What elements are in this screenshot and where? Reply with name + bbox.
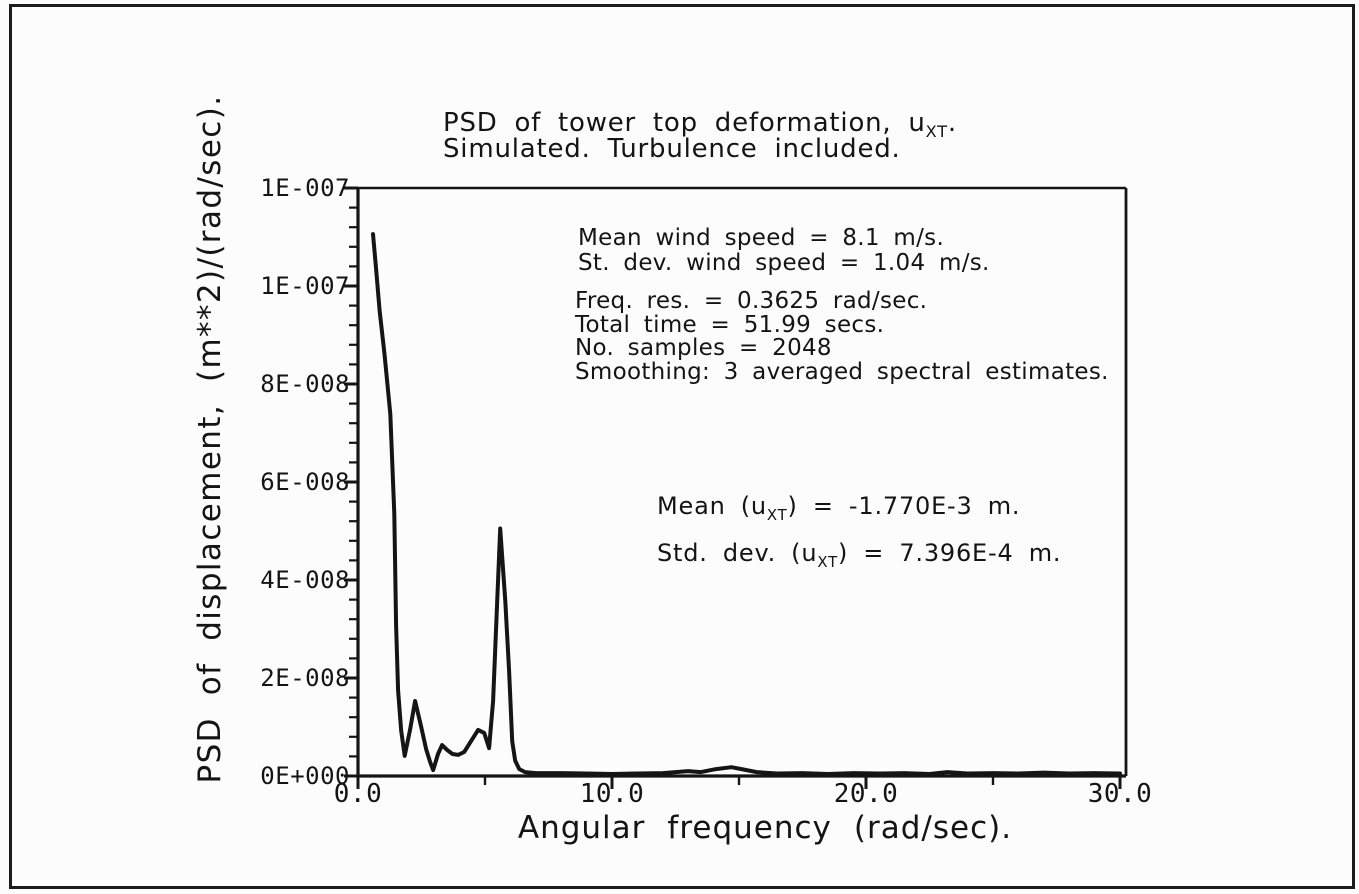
x-tick-label: 0.0 (333, 779, 383, 809)
wind-speed-annotation: Mean wind speed = 8.1 m/s. St. dev. wind… (578, 226, 990, 276)
y-tick-label: 4E-008 (260, 566, 350, 594)
mean-displacement-pre: Mean (u (657, 492, 767, 520)
x-tick-label: 10.0 (579, 779, 645, 809)
smoothing-text: Smoothing: 3 averaged spectral estimates… (575, 358, 1109, 385)
mean-displacement-post: ) = -1.770E-3 m. (787, 492, 1021, 520)
y-axis-title: PSD of displacement, (m**2)/(rad/sec). (192, 94, 228, 784)
x-tick-label: 20.0 (833, 779, 899, 809)
mean-wind-speed-text: Mean wind speed = 8.1 m/s. (578, 225, 945, 251)
page-border (9, 4, 1355, 889)
stdev-displacement-post: ) = 7.396E-4 m. (837, 539, 1062, 567)
y-tick-label: 2E-008 (260, 664, 350, 692)
y-tick-label: 6E-008 (260, 468, 350, 496)
y-tick-label: 1E-007 (260, 174, 350, 202)
freq-res-text: Freq. res. = 0.3625 rad/sec. (575, 288, 928, 314)
stdev-displacement-text: Std. dev. (uXT) = 7.396E-4 m. (657, 539, 1062, 569)
x-axis-title: Angular frequency (rad/sec). (517, 810, 1013, 846)
chart-title-subscript: XT (925, 122, 948, 142)
mean-displacement-text: Mean (uXT) = -1.770E-3 m. (657, 492, 1021, 522)
stdev-displacement-subscript: XT (817, 552, 838, 571)
mean-displacement-subscript: XT (766, 505, 788, 524)
stdev-wind-speed-text: St. dev. wind speed = 1.04 m/s. (578, 250, 990, 276)
chart-title-line1-text: PSD of tower top deformation, u (443, 108, 926, 138)
y-tick-label: 1E-007 (260, 272, 350, 300)
processing-annotation: Freq. res. = 0.3625 rad/sec. Total time … (575, 288, 1109, 385)
total-time-text: Total time = 51.99 secs. (575, 311, 885, 338)
x-tick-label: 30.0 (1087, 779, 1153, 809)
num-samples-text: No. samples = 2048 (575, 335, 832, 361)
chart-title-line1-period: . (947, 108, 957, 138)
y-tick-label: 8E-008 (260, 370, 350, 398)
chart-title-line2: Simulated. Turbulence included. (443, 134, 901, 164)
y-tick-label: 0E+000 (260, 762, 350, 790)
chart-title: PSD of tower top deformation, uXT. Simul… (443, 110, 957, 162)
chart-title-line1: PSD of tower top deformation, uXT. (443, 108, 957, 140)
psd-curve (371, 232, 1122, 776)
stdev-displacement-pre: Std. dev. (u (657, 539, 818, 567)
